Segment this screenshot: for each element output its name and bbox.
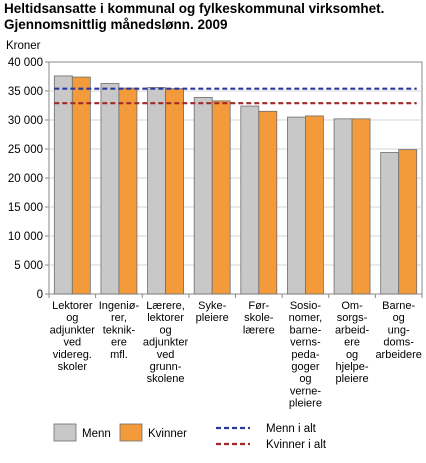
x-category-label-line: Om-	[341, 300, 363, 312]
x-category-label-line: lærere	[243, 324, 275, 336]
x-category-label-line: pleiere	[289, 398, 322, 410]
y-tick-label: 25 000	[8, 144, 43, 156]
legend-label-kvinner: Kvinner	[148, 428, 187, 440]
x-category-label-line: adjunkter	[50, 324, 96, 336]
legend-swatch-menn	[53, 423, 77, 442]
bar-kvinner	[305, 115, 324, 295]
y-tick-label: 5 000	[14, 260, 43, 272]
bar-kvinner	[118, 87, 138, 295]
x-category-label-line: arbeidere	[375, 349, 421, 361]
x-category-label-line: skoler	[58, 361, 88, 373]
y-axis-label: Kroner	[6, 40, 41, 52]
x-category-label-line: pleiere	[336, 373, 369, 385]
legend-reference-label: Kvinner i alt	[266, 439, 327, 451]
bar-menn	[380, 152, 400, 295]
x-category-label-line: adjunkter	[143, 337, 189, 349]
x-category-label-line: goger	[291, 361, 319, 373]
x-category-label-line: nomer,	[289, 312, 323, 324]
x-category-label-line: skole-	[244, 312, 274, 324]
bar-menn	[147, 87, 166, 295]
x-category-label-line: arbeid-	[335, 324, 370, 336]
x-category-label: Om-sorgs-arbeid-ere og hjelpe-pleiere	[335, 300, 370, 385]
chart-title-line-2: Gjennomsnittlig månedslønn. 2009	[4, 17, 228, 32]
x-category-label-line: Lærere,	[146, 300, 185, 312]
x-category-label-line: Før-	[248, 300, 269, 312]
x-category-label-line: Ingeniø-	[99, 300, 140, 312]
x-category-label-line: og	[66, 312, 78, 324]
y-tick-label: 35 000	[8, 86, 43, 98]
chart-title-line-1: Heltidsansatte i kommunal og fylkeskommu…	[4, 1, 385, 16]
x-category-label-line: doms-	[383, 337, 414, 349]
y-tick-label: 30 000	[8, 115, 43, 127]
bar-kvinner	[71, 76, 91, 295]
bar-menn	[100, 83, 120, 295]
x-category-label-line: barne-	[290, 324, 322, 336]
x-category-label-line: og	[393, 312, 405, 324]
bar-kvinner	[211, 100, 231, 295]
y-tick-label: 0	[37, 289, 43, 301]
x-category-label-line: og	[299, 373, 311, 385]
x-category-label-line: skolene	[147, 373, 185, 385]
x-category-label-line: Barne-	[382, 300, 415, 312]
bar-menn	[240, 105, 260, 295]
bar-kvinner	[258, 110, 278, 295]
x-category-label-line: og	[159, 324, 171, 336]
x-category-label-line: lektorer	[147, 312, 184, 324]
x-category-label-line: hjelpe-	[336, 361, 369, 373]
bar-menn	[287, 116, 306, 295]
x-category-label-line: teknik-	[103, 324, 136, 336]
bar-kvinner	[398, 149, 418, 295]
x-category-label-line: sorgs-	[337, 312, 368, 324]
x-category-label-line: ved	[63, 337, 81, 349]
x-category-label-line: ung-	[388, 324, 410, 336]
x-category-label-line: ere	[111, 337, 127, 349]
x-category-label: Syke-pleiere	[196, 300, 229, 324]
bar-menn	[53, 75, 73, 295]
x-category-label: Ingeniø-rer, teknik-ere mfl.	[99, 300, 140, 361]
x-category-label: Lektorer og adjunkter ved videreg. skoler	[50, 300, 96, 373]
y-tick-label: 40 000	[8, 57, 43, 69]
bar-menn	[193, 96, 213, 295]
x-category-label-line: Lektorer	[52, 300, 93, 312]
x-category-label-line: videreg.	[53, 349, 92, 361]
x-category-label-line: pleiere	[196, 312, 229, 324]
x-category-label-line: peda-	[291, 349, 319, 361]
x-category-label-line: Syke-	[198, 300, 226, 312]
x-category-label-line: Sosio-	[290, 300, 322, 312]
x-category-label: Sosio-nomer, barne-verns-peda-goger og vern…	[289, 300, 323, 410]
x-category-label: Lærere, lektorer og adjunkter ved grunn-skole…	[143, 300, 189, 385]
x-category-label-line: ved	[157, 349, 175, 361]
x-category-label-line: grunn-	[150, 361, 182, 373]
legend-label-menn: Menn	[82, 428, 111, 440]
y-tick-label: 10 000	[8, 231, 43, 243]
x-category-label-line: ere	[344, 337, 360, 349]
y-tick-label: 15 000	[8, 202, 43, 214]
bar-kvinner	[165, 88, 184, 295]
bar-kvinner	[351, 118, 371, 295]
x-category-label: Før-skole-lærere	[243, 300, 275, 336]
x-category-label-line: rer,	[111, 312, 127, 324]
bar-menn	[333, 118, 353, 295]
chart-title: Heltidsansatte i kommunal og fylkeskommu…	[4, 1, 422, 33]
legend-reference-label: Menn i alt	[266, 423, 317, 435]
x-category-label-line: verns-	[290, 337, 321, 349]
legend-swatch-kvinner	[119, 423, 143, 442]
x-category-label-line: verne-	[290, 385, 322, 397]
x-category-label-line: og	[346, 349, 358, 361]
x-category-label: Barne-og ung-doms-arbeidere	[375, 300, 421, 361]
y-tick-label: 20 000	[8, 173, 43, 185]
x-category-label-line: mfl.	[110, 349, 128, 361]
